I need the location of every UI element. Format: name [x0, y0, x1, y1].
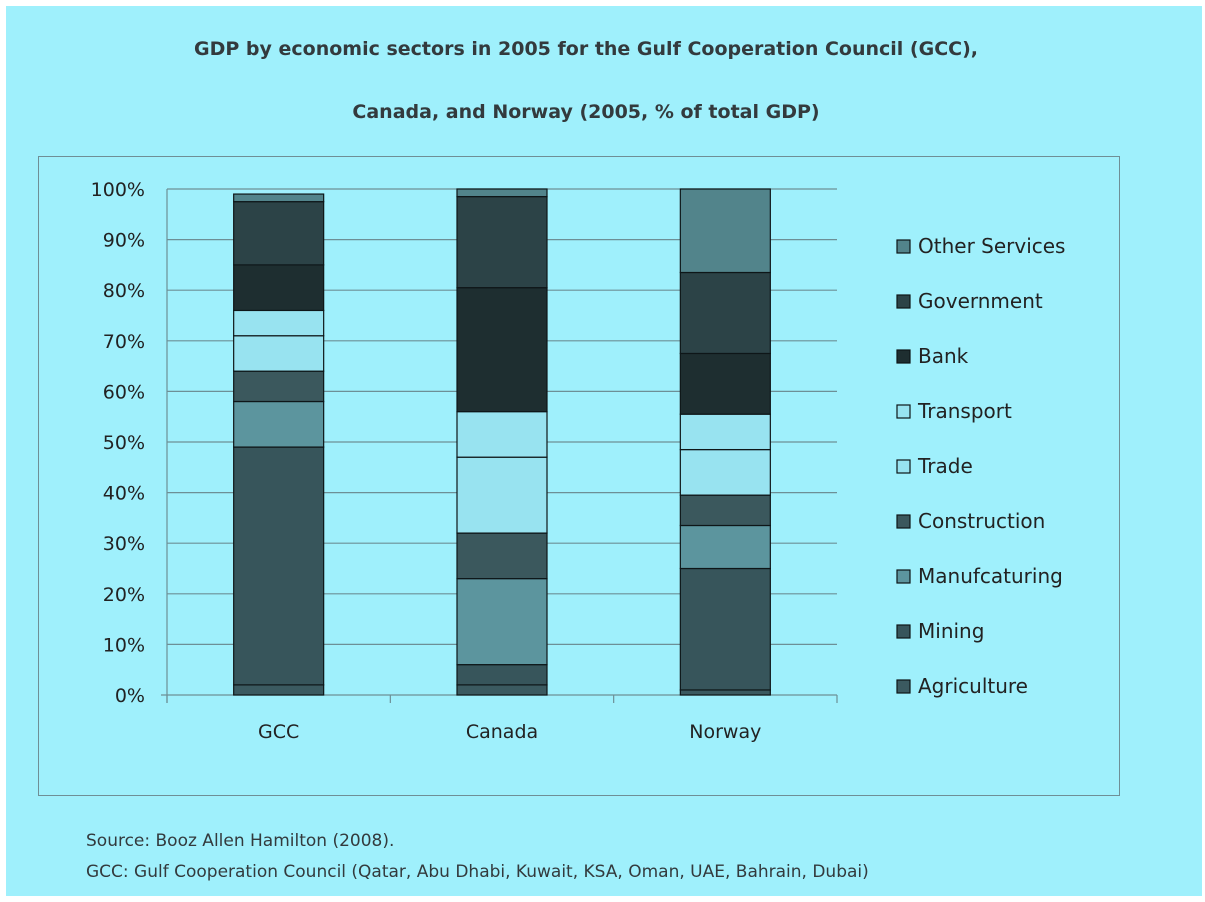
source-note: Source: Booz Allen Hamilton (2008). [86, 831, 395, 851]
legend-label: Other Services [918, 234, 1065, 258]
legend-swatch [896, 514, 911, 529]
gcc-note: GCC: Gulf Cooperation Council (Qatar, Ab… [86, 862, 869, 882]
bar-segment-norway-government [679, 271, 771, 355]
legend-label: Manufcaturing [918, 564, 1063, 588]
x-tick-label: GCC [258, 721, 299, 743]
bar-segment-canada-transport [456, 411, 548, 458]
legend-swatch [896, 569, 911, 584]
bar-segment-canada-manufcaturing [456, 578, 548, 666]
legend-swatch [896, 679, 911, 694]
bar-segment-gcc-bank [233, 264, 325, 312]
bar-segment-norway-transport [679, 413, 771, 451]
y-tick-label: 40% [103, 483, 145, 505]
bar-segment-canada-bank [456, 287, 548, 413]
x-tick-label: Norway [689, 721, 761, 743]
legend-swatch [896, 349, 911, 364]
bar-segment-gcc-construction [233, 370, 325, 403]
bar-segment-gcc-other-services [233, 193, 325, 203]
chart-area: 0% 10% 20% 30% 40% 50% 60% 70% 80% 90% 100% GCC Cana… [38, 156, 1120, 796]
bar-segment-canada-agriculture [456, 684, 548, 696]
bar-segment-gcc-manufcaturing [233, 400, 325, 448]
y-tick-label: 100% [91, 179, 145, 201]
y-tick-label: 60% [103, 381, 145, 403]
bar-segment-gcc-agriculture [233, 684, 325, 696]
bar-segment-norway-agriculture [679, 689, 771, 696]
bar-segment-norway-bank [679, 352, 771, 415]
bar-segment-canada-other-services [456, 188, 548, 198]
y-tick-label: 10% [103, 634, 145, 656]
legend-label: Transport [917, 399, 1012, 423]
x-tick-label: Canada [466, 721, 538, 743]
y-tick-label: 80% [103, 280, 145, 302]
bar-segment-gcc-trade [233, 335, 325, 372]
bar-segment-canada-trade [456, 456, 548, 534]
y-tick-label: 90% [103, 230, 145, 252]
legend-label: Trade [917, 454, 973, 478]
legend-swatch [896, 624, 911, 639]
y-tick-label: 20% [103, 584, 145, 606]
legend-swatch [896, 239, 911, 254]
figure-frame: GDP by economic sectors in 2005 for the … [6, 6, 1202, 896]
bar-segment-norway-other-services [679, 188, 771, 274]
legend-label: Government [918, 289, 1043, 313]
bar-segment-gcc-mining [233, 446, 325, 686]
bar-segment-canada-mining [456, 664, 548, 686]
y-tick-label: 0% [115, 685, 145, 707]
bar-segment-norway-manufcaturing [679, 524, 771, 570]
y-tick-label: 70% [103, 331, 145, 353]
bar-segment-norway-construction [679, 494, 771, 527]
y-tick-label: 30% [103, 533, 145, 555]
bar-segment-gcc-transport [233, 309, 325, 337]
legend-label: Construction [918, 509, 1045, 533]
bar-segment-norway-mining [679, 567, 771, 691]
bar-segment-canada-government [456, 195, 548, 289]
stacked-bar-chart: 0% 10% 20% 30% 40% 50% 60% 70% 80% 90% 100% GCC Cana… [91, 179, 1066, 743]
legend-swatch [896, 404, 911, 419]
bar-segment-canada-construction [456, 532, 548, 580]
y-tick-label: 50% [103, 432, 145, 454]
bar-segment-norway-trade [679, 448, 771, 496]
chart-title-line-2: Canada, and Norway (2005, % of total GDP… [352, 101, 820, 123]
bar-segment-gcc-government [233, 201, 325, 266]
legend-label: Mining [918, 619, 984, 643]
legend-label: Bank [918, 344, 969, 368]
legend-label: Agriculture [918, 674, 1028, 698]
legend-swatch [896, 459, 911, 474]
chart-title-line-1: GDP by economic sectors in 2005 for the … [194, 38, 978, 60]
legend-swatch [896, 294, 911, 309]
